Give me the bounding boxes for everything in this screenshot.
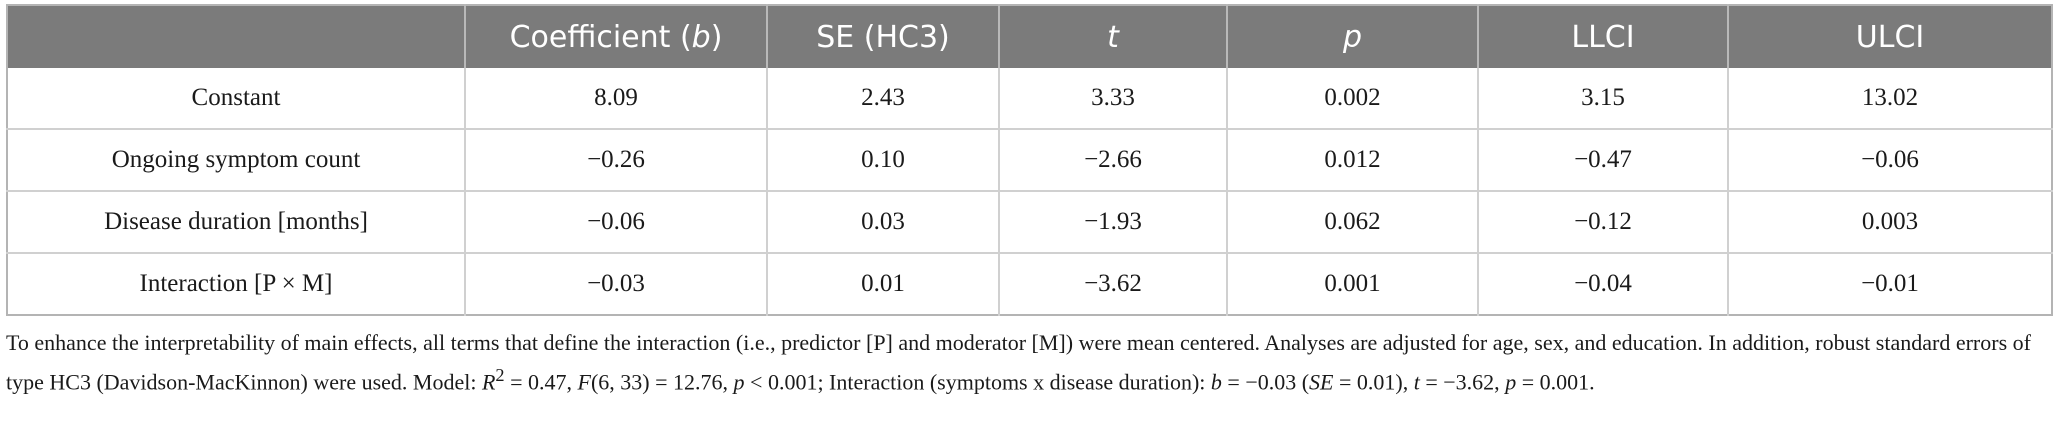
cell-ulci: −0.01 bbox=[1728, 252, 2052, 315]
cell-p: 0.002 bbox=[1227, 68, 1479, 129]
cell-coefficient: −0.06 bbox=[465, 190, 768, 253]
regression-table: Coefficient (b) SE (HC3) t p LLCI ULCI C… bbox=[6, 4, 2053, 316]
cell-t: −2.66 bbox=[999, 128, 1228, 191]
table-row: Interaction [P × M] −0.03 0.01 −3.62 0.0… bbox=[7, 252, 2052, 315]
header-ulci: ULCI bbox=[1728, 5, 2052, 68]
header-p: p bbox=[1227, 5, 1479, 68]
cell-llci: 3.15 bbox=[1478, 68, 1729, 129]
table-row: Ongoing symptom count −0.26 0.10 −2.66 0… bbox=[7, 128, 2052, 191]
header-llci: LLCI bbox=[1478, 5, 1729, 68]
cell-se: 0.10 bbox=[767, 128, 1000, 191]
row-label: Ongoing symptom count bbox=[7, 128, 466, 191]
cell-coefficient: −0.03 bbox=[465, 252, 768, 315]
regression-table-container: Coefficient (b) SE (HC3) t p LLCI ULCI C… bbox=[6, 4, 2053, 398]
row-label: Interaction [P × M] bbox=[7, 252, 466, 315]
cell-t: −1.93 bbox=[999, 190, 1228, 253]
cell-ulci: 13.02 bbox=[1861, 84, 1919, 111]
cell-llci: −0.47 bbox=[1478, 128, 1729, 191]
table-body: Constant 8.09 2.43 3.33 0.002 3.15 13.02… bbox=[7, 68, 2052, 315]
cell-t: −3.62 bbox=[999, 252, 1228, 315]
table-row: Constant 8.09 2.43 3.33 0.002 3.15 13.02 bbox=[7, 68, 2052, 129]
cell-se: 2.43 bbox=[767, 68, 1000, 129]
cell-p: 0.001 bbox=[1227, 252, 1479, 315]
table-header: Coefficient (b) SE (HC3) t p LLCI ULCI bbox=[7, 5, 2052, 68]
table-row: Disease duration [months] −0.06 0.03 −1.… bbox=[7, 190, 2052, 253]
cell-p: 0.062 bbox=[1227, 190, 1479, 253]
cell-llci: −0.12 bbox=[1478, 190, 1729, 253]
table-footnote: To enhance the interpretability of main … bbox=[6, 330, 2031, 395]
row-label: Disease duration [months] bbox=[7, 190, 466, 253]
cell-ulci: 0.003 bbox=[1728, 190, 2052, 253]
cell-p: 0.012 bbox=[1227, 128, 1479, 191]
cell-se: 0.03 bbox=[767, 190, 1000, 253]
header-row: Coefficient (b) SE (HC3) t p LLCI ULCI bbox=[7, 5, 2052, 68]
header-t: t bbox=[999, 5, 1228, 68]
header-empty bbox=[7, 5, 466, 68]
cell-coefficient: 8.09 bbox=[465, 68, 768, 129]
row-label: Constant bbox=[7, 68, 466, 129]
cell-coefficient: −0.26 bbox=[465, 128, 768, 191]
cell-t: 3.33 bbox=[999, 68, 1228, 129]
cell-ulci: −0.06 bbox=[1728, 128, 2052, 191]
header-se: SE (HC3) bbox=[767, 5, 1000, 68]
cell-se: 0.01 bbox=[767, 252, 1000, 315]
header-coefficient: Coefficient (b) bbox=[465, 5, 768, 68]
cell-llci: −0.04 bbox=[1478, 252, 1729, 315]
